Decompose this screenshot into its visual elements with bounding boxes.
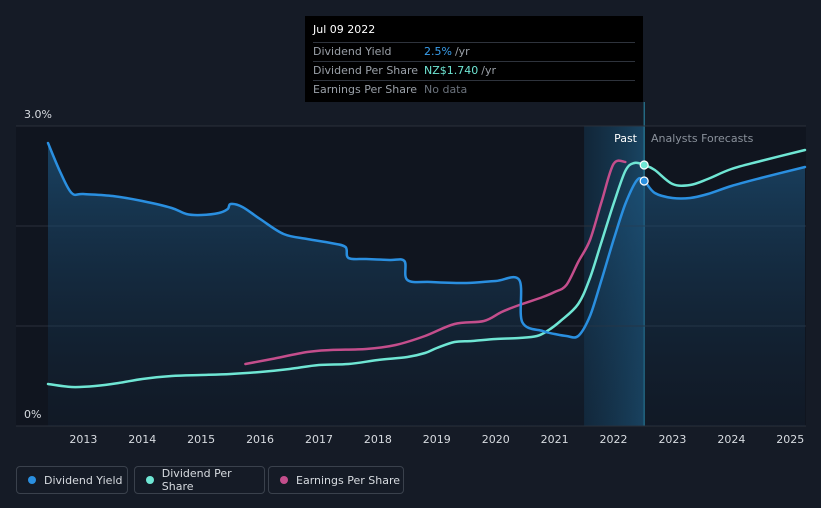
tooltip-row-earnings-per-share: Earnings Per Share No data bbox=[313, 80, 635, 99]
tooltip-label: Dividend Per Share bbox=[313, 64, 419, 77]
forecast-label: Analysts Forecasts bbox=[651, 132, 754, 145]
legend-label: Dividend Yield bbox=[44, 473, 123, 487]
dividend-per-share-marker bbox=[639, 160, 649, 170]
tooltip-value: 2.5% bbox=[424, 45, 452, 58]
earnings-per-share-line bbox=[244, 159, 627, 366]
x-tick-label: 2016 bbox=[246, 433, 274, 446]
legend-dot-icon bbox=[146, 476, 154, 484]
tooltip-value: No data bbox=[424, 83, 468, 96]
x-tick-label: 2025 bbox=[776, 433, 804, 446]
dividend-yield-area bbox=[48, 143, 805, 426]
x-tick-label: 2021 bbox=[541, 433, 569, 446]
legend-dividend-yield[interactable]: Dividend Yield bbox=[16, 466, 128, 494]
y-axis-bottom-label: 0% bbox=[24, 408, 41, 421]
x-tick-label: 2020 bbox=[482, 433, 510, 446]
x-tick-label: 2023 bbox=[658, 433, 686, 446]
tooltip-row-dividend-yield: Dividend Yield 2.5% /yr bbox=[313, 42, 635, 61]
past-label: Past bbox=[614, 132, 638, 145]
legend-dot-icon bbox=[280, 476, 288, 484]
tooltip: Jul 09 2022 Dividend Yield 2.5% /yr Divi… bbox=[305, 16, 643, 102]
x-tick-label: 2022 bbox=[600, 433, 628, 446]
legend-label: Dividend Per Share bbox=[161, 467, 232, 493]
legend-label: Earnings Per Share bbox=[296, 473, 401, 487]
tooltip-date: Jul 09 2022 bbox=[313, 23, 376, 36]
dividend-per-share-line bbox=[46, 148, 807, 389]
x-tick-label: 2014 bbox=[128, 433, 156, 446]
legend-earnings-per-share[interactable]: Earnings Per Share bbox=[268, 466, 404, 494]
dividend-yield-marker bbox=[639, 176, 649, 186]
legend-dividend-per-share[interactable]: Dividend Per Share bbox=[134, 466, 265, 494]
tooltip-label: Earnings Per Share bbox=[313, 83, 418, 96]
tooltip-unit: /yr bbox=[481, 64, 497, 77]
x-tick-label: 2015 bbox=[187, 433, 215, 446]
tooltip-label: Dividend Yield bbox=[313, 45, 392, 58]
tooltip-value: NZ$1.740 bbox=[424, 64, 479, 77]
tooltip-unit: /yr bbox=[454, 45, 470, 58]
tooltip-row-dividend-per-share: Dividend Per Share NZ$1.740 /yr bbox=[313, 61, 635, 80]
y-axis-top-label: 3.0% bbox=[24, 108, 52, 121]
legend-dot-icon bbox=[28, 476, 36, 484]
x-tick-label: 2017 bbox=[305, 433, 333, 446]
x-tick-label: 2024 bbox=[717, 433, 745, 446]
x-tick-label: 2019 bbox=[423, 433, 451, 446]
x-tick-label: 2013 bbox=[69, 433, 97, 446]
x-tick-label: 2018 bbox=[364, 433, 392, 446]
